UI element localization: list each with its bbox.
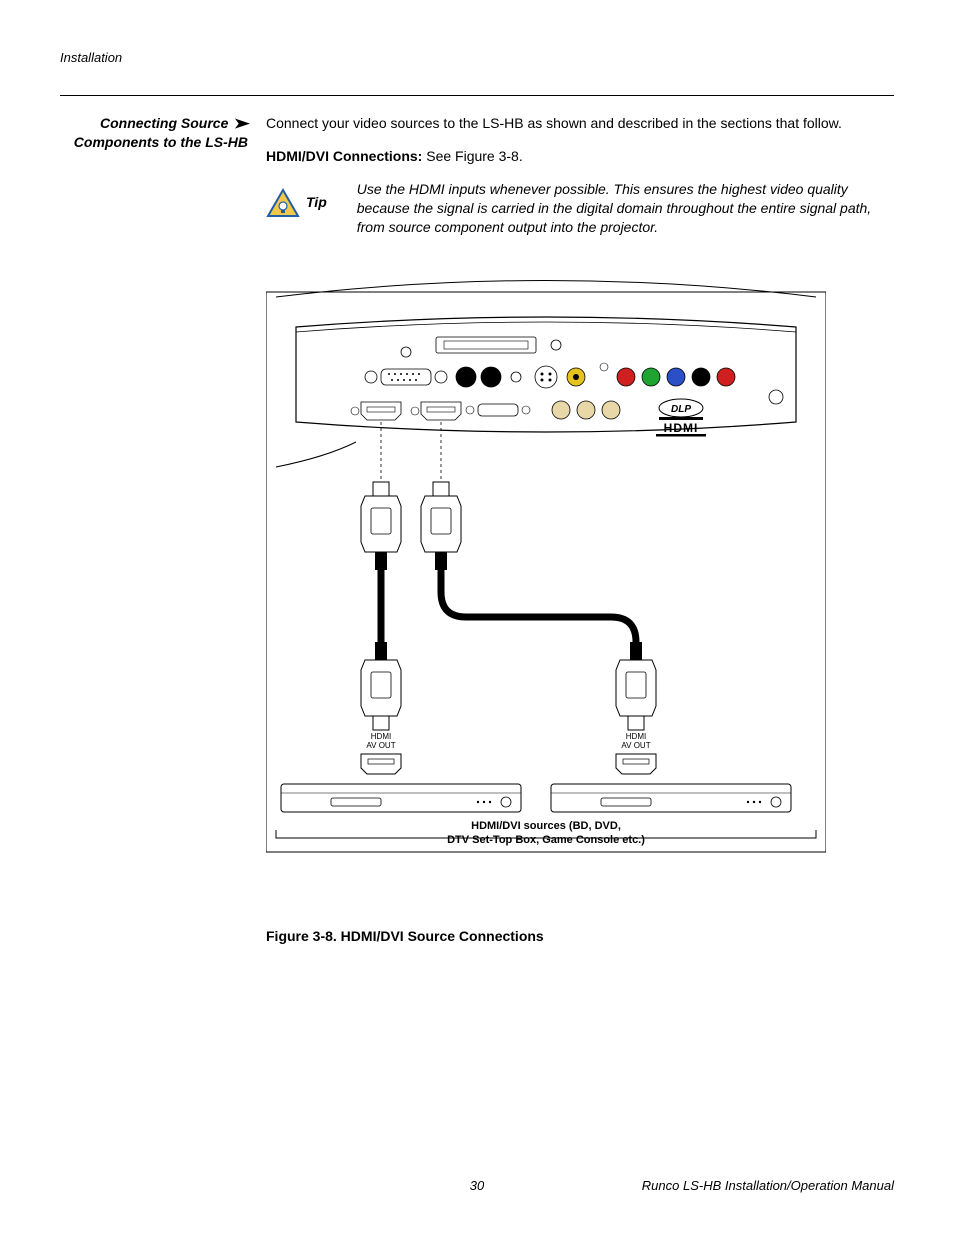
tip-label: Tip: [306, 193, 327, 212]
svg-text:AV OUT: AV OUT: [621, 741, 650, 750]
tip-block: Tip Use the HDMI inputs whenever possibl…: [266, 180, 894, 237]
subhead: HDMI/DVI Connections: See Figure 3-8.: [266, 147, 894, 166]
sidebar-line2: Components to the LS-HB: [74, 134, 248, 150]
content-row: Connecting Source ➤ Components to the LS…: [60, 114, 894, 946]
header-rule: [60, 95, 894, 96]
tip-triangle-icon: [266, 188, 300, 218]
subhead-bold: HDMI/DVI Connections:: [266, 148, 422, 164]
sidebar-line1: Connecting Source: [100, 115, 228, 131]
page-number: 30: [338, 1178, 616, 1193]
tip-badge: Tip: [266, 188, 327, 218]
svg-text:HDMI: HDMI: [371, 732, 391, 741]
main-column: Connect your video sources to the LS-HB …: [266, 114, 894, 946]
svg-text:HDMI: HDMI: [664, 421, 699, 435]
figure-caption: Figure 3-8. HDMI/DVI Source Connections: [266, 927, 894, 946]
header-section-label: Installation: [60, 50, 894, 65]
svg-text:HDMI/DVI sources (BD, DVD,: HDMI/DVI sources (BD, DVD,: [471, 820, 621, 832]
sidebar-heading: Connecting Source ➤ Components to the LS…: [60, 114, 248, 946]
svg-text:DLP: DLP: [671, 404, 691, 415]
page-footer: 30 Runco LS-HB Installation/Operation Ma…: [60, 1178, 894, 1193]
manual-title: Runco LS-HB Installation/Operation Manua…: [616, 1178, 894, 1193]
connection-diagram: DLP HDMI: [266, 272, 826, 897]
svg-text:HDMI: HDMI: [626, 732, 646, 741]
svg-text:DTV Set-Top Box, Game Console: DTV Set-Top Box, Game Console etc.): [447, 834, 645, 846]
subhead-rest: See Figure 3-8.: [422, 148, 522, 164]
tip-text: Use the HDMI inputs whenever possible. T…: [357, 180, 894, 237]
svg-text:AV OUT: AV OUT: [366, 741, 395, 750]
sidebar-arrow-icon: ➤: [234, 114, 250, 133]
intro-paragraph: Connect your video sources to the LS-HB …: [266, 114, 894, 133]
